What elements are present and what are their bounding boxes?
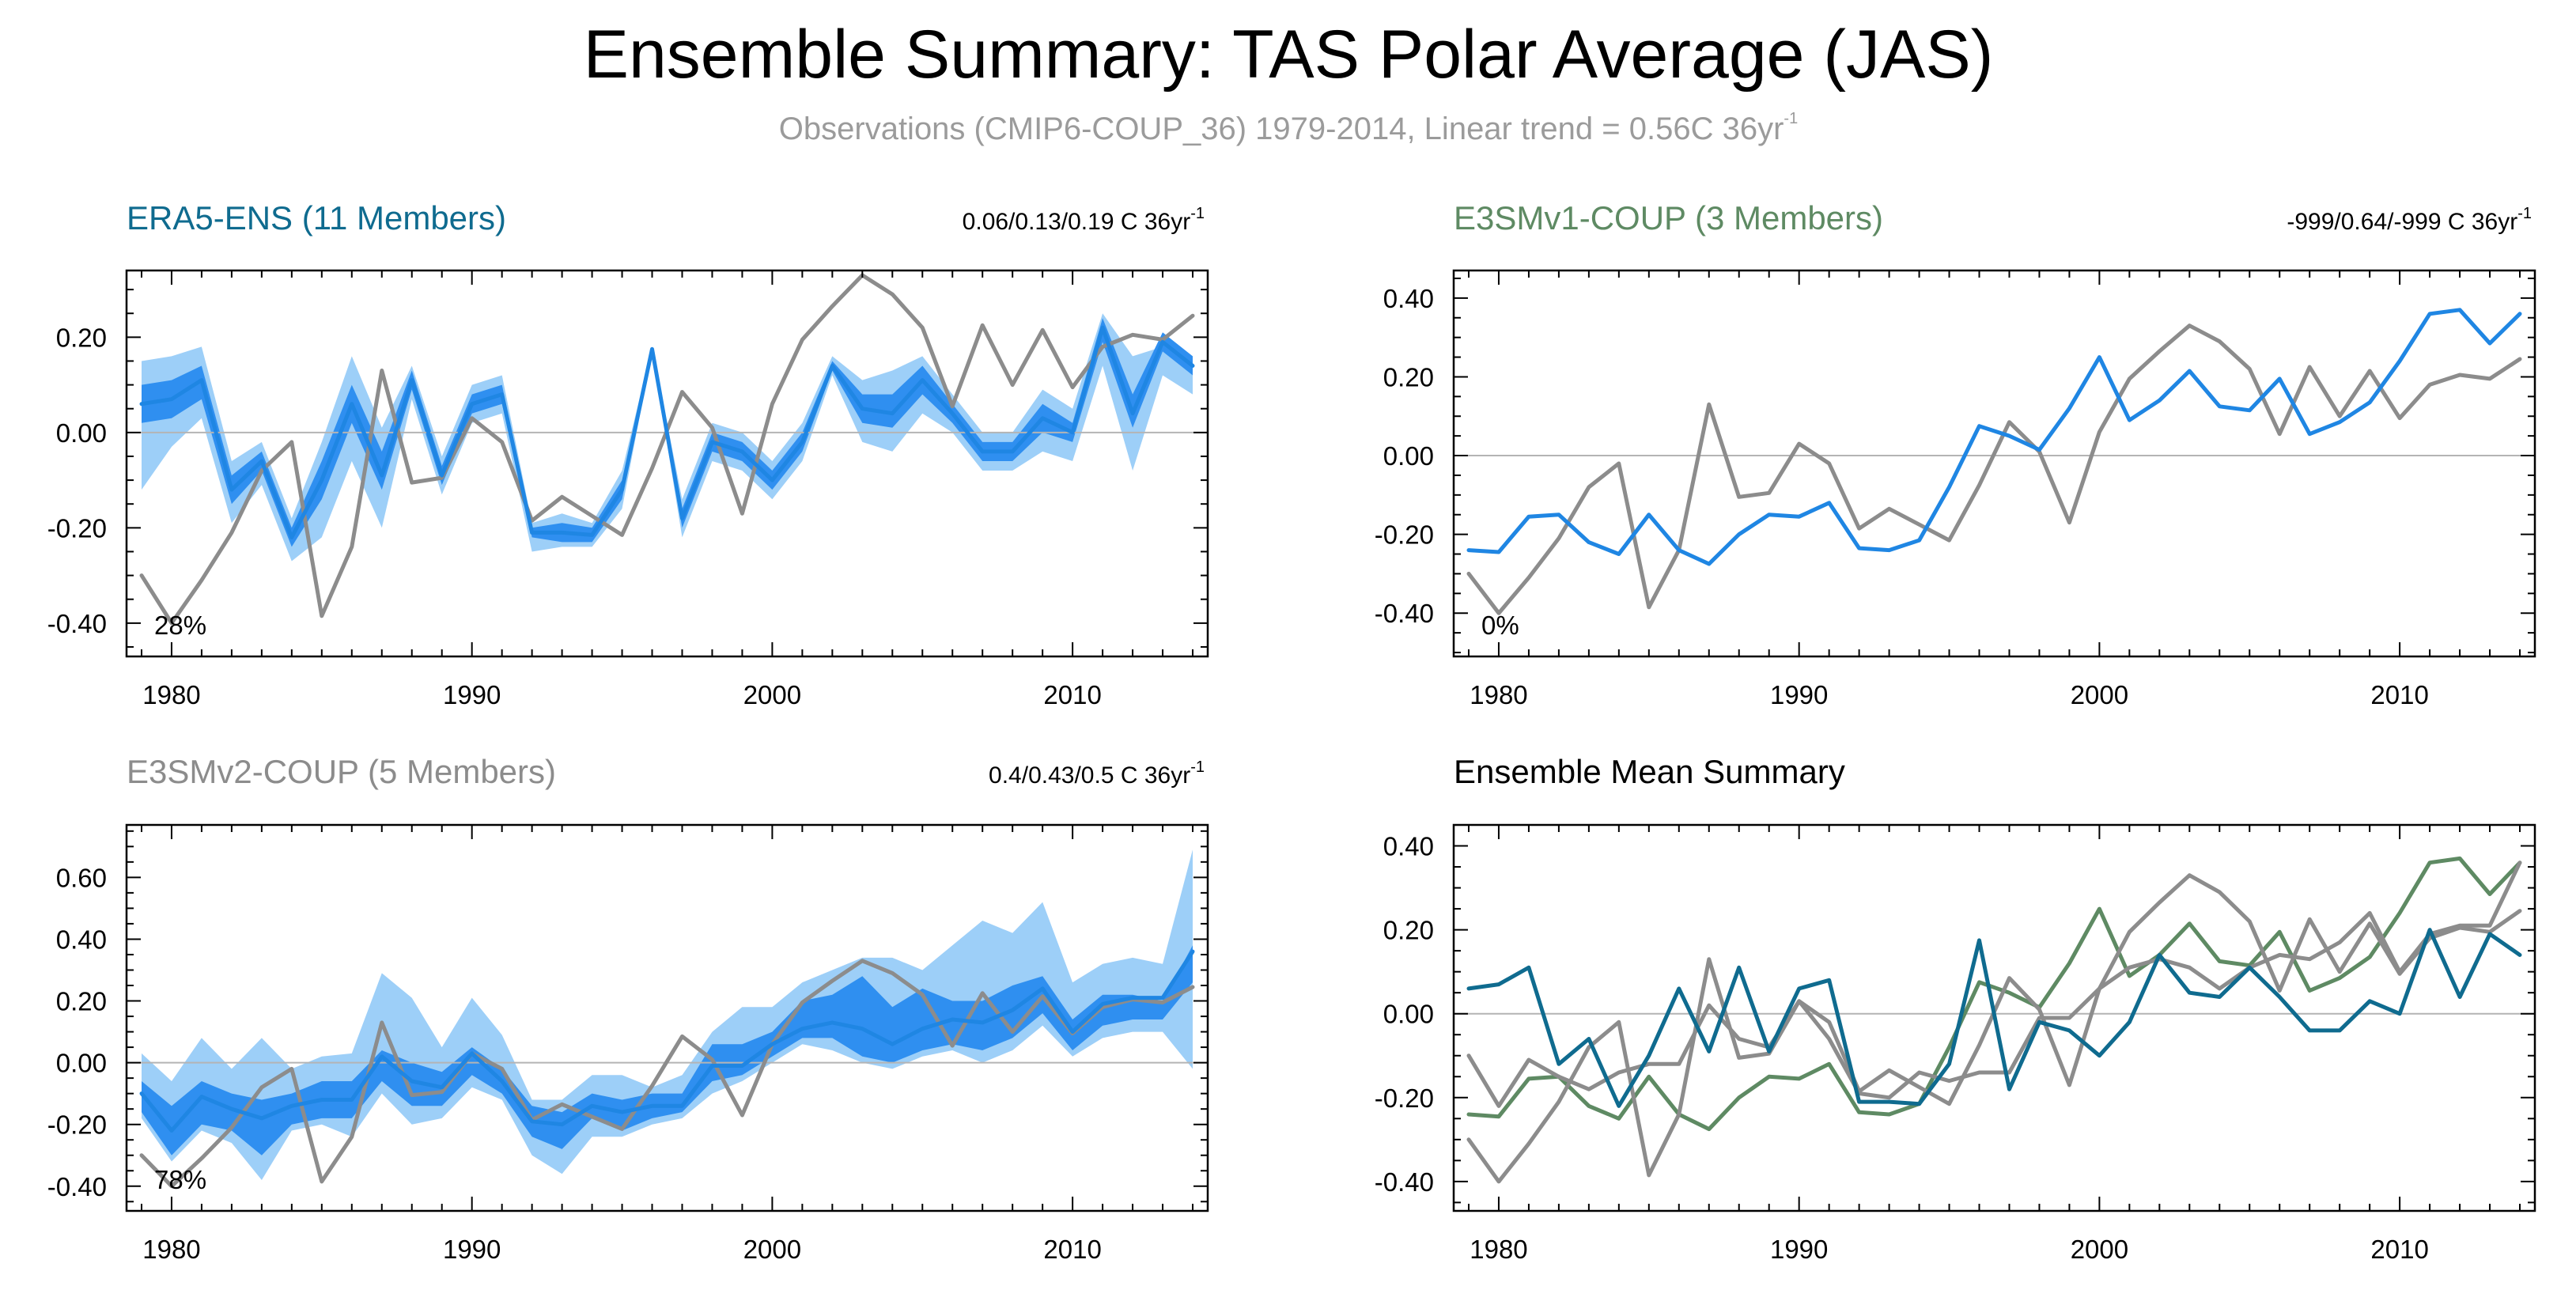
x-tick-label: 1990	[1770, 680, 1828, 709]
panel-trend-text: 0.4/0.43/0.5 C 36yr	[989, 762, 1190, 789]
y-tick-label: 0.40	[1383, 832, 1434, 861]
y-tick-label: 0.20	[56, 323, 107, 352]
plot-axes: 1980 1990 2000 2010 -0.40 -0.20 0.00 0.20 0.40 0.…	[47, 825, 1208, 1264]
panel-trend-superscript: -1	[2517, 205, 2532, 222]
x-tick-label: 1980	[142, 1235, 200, 1264]
panel-trend-text: 0.06/0.13/0.19 C 36yr	[963, 209, 1191, 235]
x-tick-label: 2010	[2370, 680, 2428, 709]
panel-trend-label: 0.06/0.13/0.19 C 36yr-1	[963, 205, 1205, 235]
plot-series-group	[1454, 308, 2535, 615]
figure-subtitle-superscript: -1	[1784, 110, 1798, 127]
plot-area	[1454, 270, 2535, 656]
panel-trend-text: -999/0.64/-999 C 36yr	[2287, 209, 2517, 235]
y-tick-label: -0.40	[47, 1172, 107, 1201]
y-tick-label: -0.40	[1375, 599, 1434, 628]
panel-trend-label: 0.4/0.43/0.5 C 36yr-1	[989, 758, 1205, 789]
series-line-ensemble-mean	[1466, 308, 2522, 566]
y-tick-label: 0.20	[1383, 916, 1434, 945]
x-tick-label: 1980	[142, 680, 200, 709]
y-tick-label: -0.40	[47, 609, 107, 638]
y-tick-label: -0.20	[1375, 520, 1434, 550]
series-line-era5-mean	[1466, 928, 2522, 1108]
x-tick-label: 1990	[1770, 1235, 1828, 1264]
ensemble-spread-band-inner	[142, 945, 1193, 1156]
y-tick-label: 0.20	[56, 987, 107, 1016]
x-tick-label: 2000	[2071, 1235, 2128, 1264]
panel-trend-superscript: -1	[1190, 205, 1205, 222]
series-line-observations	[139, 959, 1195, 1189]
y-tick-label: 0.60	[56, 863, 107, 892]
percent-annotation: 78%	[154, 1165, 206, 1194]
plot-frame	[1452, 823, 2536, 1212]
series-line-e3smv1-mean	[1466, 856, 2522, 1132]
y-tick-label: 0.00	[56, 418, 107, 448]
series-line-observations	[1466, 323, 2522, 615]
x-tick-label: 2000	[743, 1235, 801, 1264]
plot-axes: 1980 1990 2000 2010 -0.40 -0.20 0.00 0.20 0.40	[1375, 270, 2535, 709]
plot-series-group	[127, 849, 1208, 1189]
panel-title: E3SMv2-COUP (5 Members)	[127, 753, 556, 790]
figure-subtitle-text: Observations (CMIP6-COUP_36) 1979-2014, …	[779, 112, 1784, 146]
x-tick-label: 2010	[1043, 1235, 1101, 1264]
series-line-ensemble-mean	[139, 949, 1195, 1133]
plot-series-group	[1454, 856, 2535, 1184]
plot-area	[127, 270, 1208, 656]
panel-trend-superscript: -1	[1190, 758, 1205, 776]
plot-axes: 1980 1990 2000 2010 -0.40 -0.20 0.00 0.20 0.40	[1375, 824, 2535, 1264]
x-tick-label: 2010	[1043, 680, 1101, 709]
percent-annotation: 28%	[154, 611, 206, 640]
percent-annotation: 0%	[1481, 611, 1519, 640]
panel-era5-ens: ERA5-ENS (11 Members) 0.06/0.13/0.19 C 36…	[47, 199, 1209, 709]
x-tick-label: 1990	[443, 1235, 501, 1264]
x-tick-label: 2000	[743, 680, 801, 709]
x-tick-label: 2000	[2071, 680, 2128, 709]
series-line-ensemble-mean	[139, 325, 1195, 539]
x-tick-label: 1990	[443, 680, 501, 709]
y-tick-label: -0.20	[1375, 1084, 1434, 1113]
panel-e3smv2-coup: E3SMv2-COUP (5 Members) 0.4/0.43/0.5 C 36…	[47, 753, 1209, 1264]
y-tick-label: 0.00	[56, 1049, 107, 1078]
panel-ensemble-mean-summary: Ensemble Mean Summary 1980 1990 2000 2010 -0.…	[1375, 753, 2536, 1264]
plot-frame	[125, 823, 1209, 1212]
panel-title: Ensemble Mean Summary	[1454, 753, 1845, 790]
x-tick-label: 1980	[1470, 1235, 1527, 1264]
figure-title: Ensemble Summary: TAS Polar Average (JAS…	[584, 17, 1994, 93]
panel-e3smv1-coup: E3SMv1-COUP (3 Members) -999/0.64/-999 C …	[1375, 199, 2536, 709]
x-tick-label: 1980	[1470, 680, 1527, 709]
plot-frame	[1452, 269, 2536, 658]
x-tick-label: 2010	[2370, 1235, 2428, 1264]
plot-series-group	[127, 273, 1208, 626]
figure-subtitle: Observations (CMIP6-COUP_36) 1979-2014, …	[779, 110, 1798, 146]
panel-title: E3SMv1-COUP (3 Members)	[1454, 199, 1883, 236]
y-tick-label: -0.20	[47, 513, 107, 543]
plot-frame	[125, 269, 1209, 658]
y-tick-label: -0.40	[1375, 1167, 1434, 1197]
y-tick-label: 0.20	[1383, 362, 1434, 392]
panel-title: ERA5-ENS (11 Members)	[127, 199, 506, 236]
plot-axes: 1980 1990 2000 2010 -0.40 -0.20 0.00 0.20	[47, 270, 1208, 709]
y-tick-label: -0.20	[47, 1110, 107, 1140]
y-tick-label: 0.00	[1383, 441, 1434, 471]
y-tick-label: 0.00	[1383, 1000, 1434, 1029]
y-tick-label: 0.40	[56, 925, 107, 954]
panel-trend-label: -999/0.64/-999 C 36yr-1	[2287, 205, 2532, 235]
y-tick-label: 0.40	[1383, 284, 1434, 313]
